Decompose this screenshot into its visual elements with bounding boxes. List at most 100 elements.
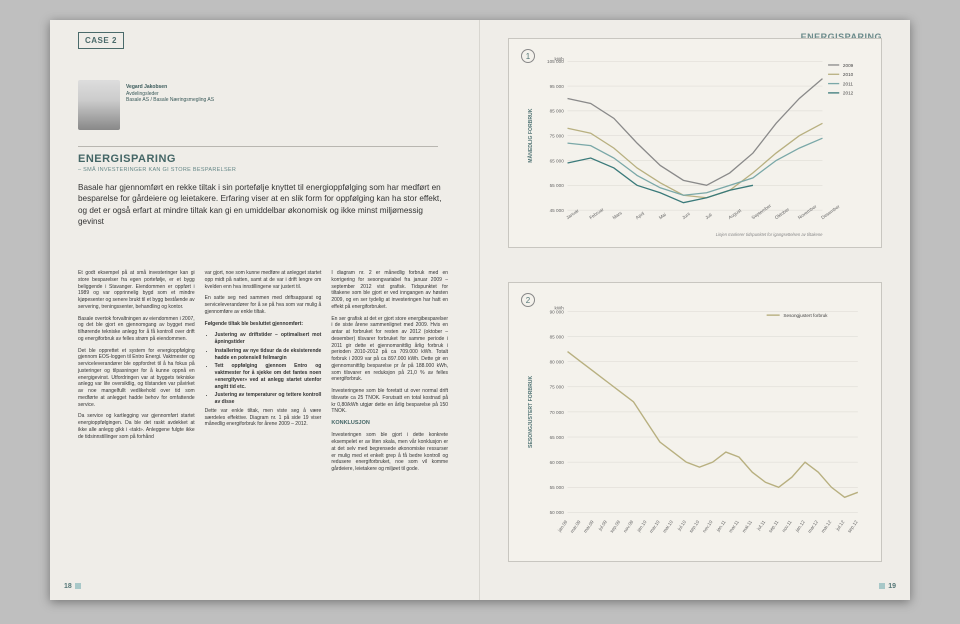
body-para: I diagram nr. 2 er månedlig forbruk med … (331, 270, 448, 311)
bullet-item: Tett oppfølging gjennom Entro og vaktmes… (215, 363, 322, 389)
svg-text:Linjen markerer tidspunktet fo: Linjen markerer tidspunktet for igangset… (716, 232, 823, 237)
lead-paragraph: Basale har gjennomført en rekke tiltak i… (78, 182, 448, 228)
svg-text:nov.11: nov.11 (781, 519, 793, 533)
body-para: Da service og kartlegging var gjennomfør… (78, 413, 195, 440)
svg-text:Februar: Februar (588, 207, 605, 221)
svg-text:Desember: Desember (820, 204, 841, 221)
svg-text:sep.10: sep.10 (688, 519, 700, 534)
svg-text:80 000: 80 000 (550, 360, 565, 365)
case-tag: CASE 2 (78, 32, 124, 49)
bullet-item: Justering av temperaturer og tettere kon… (215, 392, 322, 405)
right-page: ENERGISPARING 1 45 00055 00065 00075 000… (480, 20, 910, 600)
svg-text:jan.11: jan.11 (715, 519, 727, 533)
body-para: Investeringene som ble foretatt ut over … (331, 388, 448, 415)
svg-text:55 000: 55 000 (550, 183, 565, 188)
svg-text:75 000: 75 000 (550, 134, 565, 139)
conclusion-heading: KONKLUSJON (331, 420, 448, 427)
svg-text:Sesongjustert forbruk: Sesongjustert forbruk (783, 313, 828, 318)
svg-text:jul.12: jul.12 (834, 519, 845, 532)
svg-text:mai.12: mai.12 (820, 519, 832, 534)
left-page: CASE 2 Vegard Jakobsen Avdelingsleder Ba… (50, 20, 480, 600)
svg-text:jan.09: jan.09 (556, 519, 568, 533)
svg-text:nov.09: nov.09 (622, 519, 634, 533)
svg-text:2012: 2012 (843, 91, 854, 96)
body-para: Basale overtok forvaltningen av eiendomm… (78, 316, 195, 343)
body-para: var gjort, noe som kunne medføre at anle… (205, 270, 322, 290)
svg-text:jan.12: jan.12 (794, 519, 806, 533)
page-number-left: 18 (64, 583, 81, 590)
svg-text:sep.09: sep.09 (609, 519, 621, 534)
svg-text:Januar: Januar (565, 208, 580, 220)
column-3: I diagram nr. 2 er månedlig forbruk med … (331, 270, 448, 478)
svg-text:mar.10: mar.10 (648, 519, 660, 534)
author-company: Basale AS / Basale Næringsmegling AS (126, 97, 214, 104)
svg-text:45 000: 45 000 (550, 208, 565, 213)
conclusion-body: Investeringen som ble gjort i dette konk… (331, 432, 448, 473)
svg-text:2010: 2010 (843, 72, 854, 77)
svg-text:mar.11: mar.11 (728, 519, 740, 534)
svg-text:60 000: 60 000 (550, 460, 565, 465)
author-bio: Vegard Jakobsen Avdelingsleder Basale AS… (126, 84, 214, 104)
bullet-heading: Følgende tiltak ble besluttet gjennomfør… (205, 321, 303, 327)
svg-text:70 000: 70 000 (550, 410, 565, 415)
svg-text:Juni: Juni (681, 211, 691, 220)
svg-text:Mai: Mai (658, 212, 667, 220)
column-2: var gjort, noe som kunne medføre at anle… (205, 270, 322, 478)
svg-text:jul.10: jul.10 (676, 519, 687, 532)
svg-text:mai.11: mai.11 (741, 519, 753, 533)
svg-text:September: September (751, 203, 773, 220)
svg-text:65 000: 65 000 (550, 158, 565, 163)
svg-text:Juli: Juli (704, 212, 713, 220)
svg-text:jul.09: jul.09 (597, 519, 608, 532)
svg-text:kWh: kWh (555, 306, 565, 311)
svg-text:2009: 2009 (843, 63, 854, 68)
svg-text:mai.09: mai.09 (583, 519, 595, 534)
title-block: ENERGISPARING – SMÅ INVESTERINGER KAN GI… (78, 146, 438, 173)
svg-text:65 000: 65 000 (550, 435, 565, 440)
svg-text:50 000: 50 000 (550, 510, 565, 515)
svg-text:55 000: 55 000 (550, 485, 565, 490)
body-para: Et godt eksempel på at små investeringer… (78, 270, 195, 311)
svg-text:sep.11: sep.11 (768, 519, 780, 533)
svg-text:95 000: 95 000 (550, 84, 565, 89)
monthly-chart: 1 45 00055 00065 00075 00085 00095 00010… (508, 38, 882, 248)
svg-text:November: November (797, 204, 818, 221)
body-para: Dette var enkle tiltak, men viste seg å … (205, 408, 322, 428)
svg-text:75 000: 75 000 (550, 385, 565, 390)
body-para: Det ble opprettet et system for energiop… (78, 348, 195, 409)
svg-text:85 000: 85 000 (550, 334, 565, 339)
body-para: En ser grafisk at det er gjort store ene… (331, 316, 448, 384)
svg-text:2011: 2011 (843, 81, 853, 86)
body-para: En satte seg ned sammen med driftsappara… (205, 295, 322, 315)
author-photo (78, 80, 120, 130)
svg-text:nov.10: nov.10 (702, 519, 714, 533)
svg-text:Oktober: Oktober (774, 206, 791, 220)
bullet-item: Installering av nye tidsur da de eksiste… (215, 348, 322, 361)
svg-text:kWh: kWh (555, 56, 565, 61)
column-1: Et godt eksempel på at små investeringer… (78, 270, 195, 478)
chart-number-1: 1 (521, 49, 535, 63)
svg-text:jan.10: jan.10 (636, 519, 648, 533)
svg-text:mar.09: mar.09 (569, 519, 581, 534)
svg-text:August: August (727, 207, 742, 220)
chart2-svg: 50 000 55 000 60 000 65 000 70 000 75 000 80 0… (521, 293, 869, 555)
svg-text:jul.11: jul.11 (755, 519, 766, 532)
svg-text:SESONGJUSTERT FORBRUK: SESONGJUSTERT FORBRUK (528, 376, 534, 448)
page-title: ENERGISPARING (78, 153, 438, 165)
svg-text:mar.12: mar.12 (807, 519, 819, 534)
chart1-svg: 45 00055 00065 00075 00085 00095 000105 … (521, 49, 869, 241)
bullet-item: Justering av driftstider – optimalisert … (215, 332, 322, 345)
svg-text:April: April (635, 211, 645, 220)
svg-text:85 000: 85 000 (550, 109, 565, 114)
svg-text:Mars: Mars (612, 210, 624, 220)
bullet-list: Justering av driftstider – optimalisert … (211, 332, 322, 406)
svg-text:MÅNEDLIG FORBRUK: MÅNEDLIG FORBRUK (527, 108, 534, 163)
subtitle: – SMÅ INVESTERINGER KAN GI STORE BESPARE… (78, 167, 438, 173)
page-spread: CASE 2 Vegard Jakobsen Avdelingsleder Ba… (50, 20, 910, 600)
chart-number-2: 2 (521, 293, 535, 307)
page-number-right: 19 (879, 583, 896, 590)
svg-text:sep.12: sep.12 (847, 519, 859, 534)
svg-text:mai.10: mai.10 (662, 519, 674, 534)
body-columns: Et godt eksempel på at små investeringer… (78, 270, 448, 478)
seasonal-chart: 2 50 000 55 000 60 000 65 000 70 000 75 000 80… (508, 282, 882, 562)
